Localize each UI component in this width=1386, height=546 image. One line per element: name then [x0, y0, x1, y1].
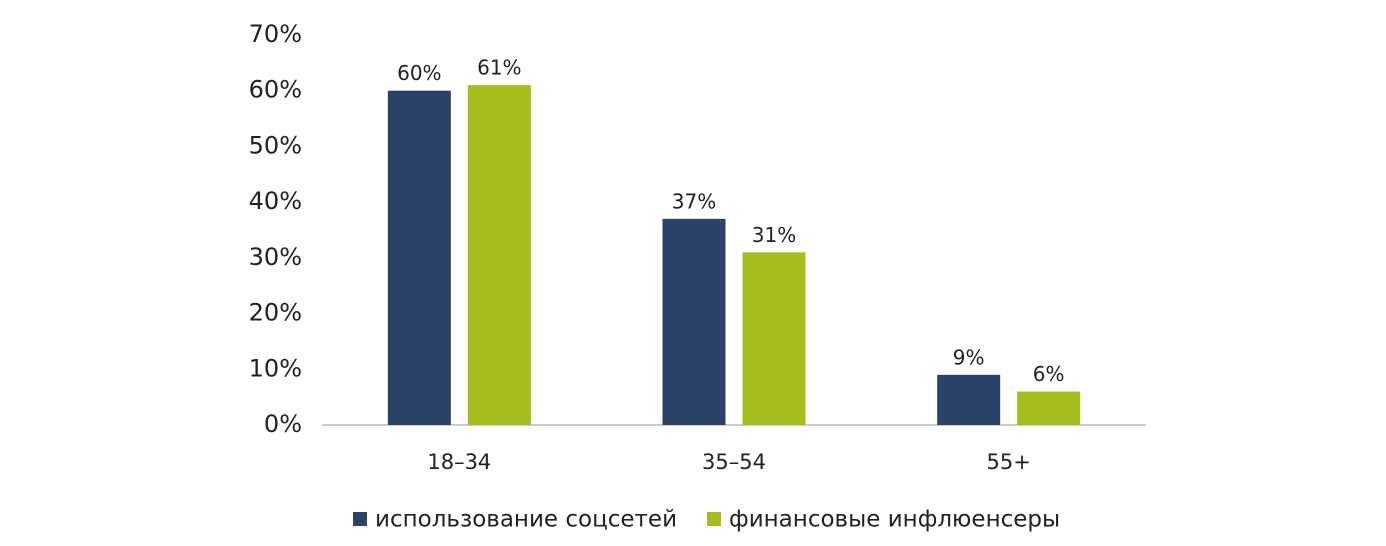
y-tick-label: 20%: [249, 299, 302, 327]
bar: [467, 85, 531, 426]
x-tick-label: 55+: [987, 450, 1031, 474]
y-tick-label: 30%: [249, 243, 302, 271]
y-tick-label: 70%: [249, 20, 302, 48]
data-label: 60%: [397, 61, 441, 85]
bar: [937, 374, 1001, 425]
y-tick-label: 60%: [249, 76, 302, 104]
x-tick-label: 35–54: [702, 450, 766, 474]
x-tick-label: 18–34: [427, 450, 491, 474]
legend-label: финансовые инфлюенсеры: [729, 507, 1060, 533]
legend-swatch: [353, 512, 367, 526]
data-label: 37%: [672, 189, 716, 213]
legend-label: использование соцсетей: [375, 507, 677, 533]
data-label: 61%: [477, 56, 521, 80]
y-tick-label: 50%: [249, 131, 302, 159]
data-label: 6%: [1033, 362, 1065, 386]
bar: [742, 252, 806, 425]
bar: [387, 90, 451, 425]
y-tick-label: 0%: [264, 410, 302, 438]
bar: [662, 218, 726, 425]
legend-swatch: [707, 512, 722, 526]
data-label: 9%: [953, 345, 985, 369]
y-tick-label: 40%: [249, 187, 302, 215]
data-label: 31%: [752, 223, 796, 247]
y-tick-label: 10%: [249, 354, 302, 382]
bar: [1017, 391, 1081, 425]
